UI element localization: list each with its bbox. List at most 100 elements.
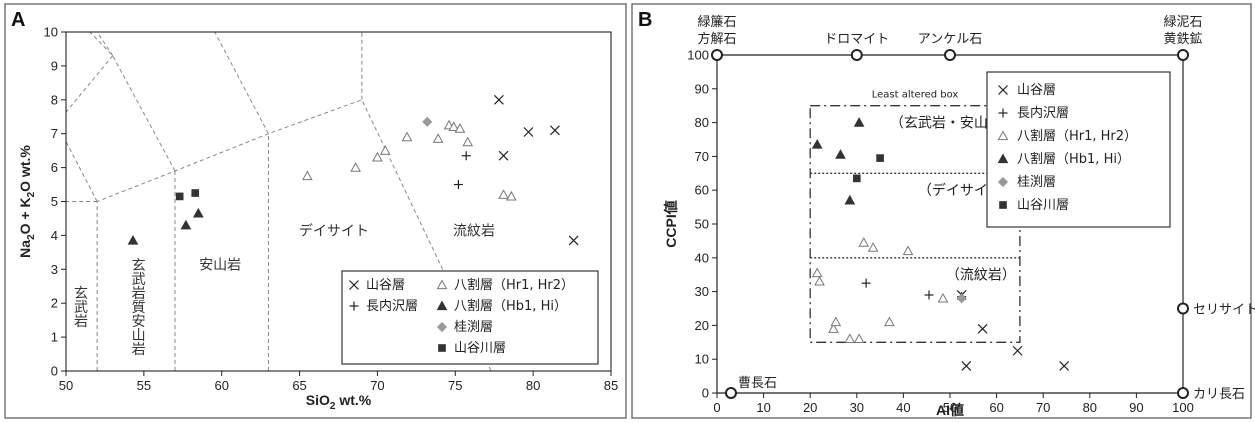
legend-marker [349,280,359,290]
data-point [961,361,972,371]
legend-entry: 山谷川層 [1017,198,1069,213]
marker-shape [422,116,433,127]
data-point [902,245,914,256]
y-tick-label: 7 [51,126,58,141]
marker-shape [844,333,856,344]
data-point [523,127,534,137]
data-point [830,316,842,327]
x-tick-label: 70 [1036,400,1050,415]
marker-shape [858,237,870,247]
y-axis-title-part: 2 [26,234,37,240]
legend-entry: 八割層（Hr1, Hr2） [1017,128,1137,144]
y-tick-label: 70 [695,149,709,164]
marker-shape [175,192,184,201]
x-tick-label: 65 [292,378,306,393]
data-point [568,235,579,246]
data-point [811,139,823,149]
data-point [448,121,460,132]
marker-shape [937,292,949,303]
end-member-label: 方解石 [697,31,736,47]
rock-field-label: デイサイト [299,222,369,239]
marker-shape [852,174,861,183]
marker-shape [997,130,1009,141]
y-tick-label: 3 [51,262,58,277]
data-point [493,94,504,105]
rock-field-label: 玄武岩質安山岩 [130,257,146,356]
marker-stroke [1012,345,1023,356]
alteration-box-plot: 0 10 20 30 40 50 60 70 80 90 100 0 10 20 30 40 50 60 70 80 9… [663,14,1255,418]
y-tick-label: 5 [51,194,58,209]
data-point [454,123,466,133]
marker-stroke [961,361,972,371]
marker-shape [302,170,313,181]
marker-shape [438,344,446,352]
data-point [858,237,870,247]
data-point [811,267,823,278]
x-axis-title-part: SiO [306,392,330,408]
marker-shape [193,207,204,218]
y-tick-label: 10 [44,25,58,40]
marker-shape [448,121,460,132]
data-points [811,117,1070,371]
x-tick-label: 55 [137,378,151,393]
x-tick-label: 40 [896,400,910,415]
marker-stroke [998,85,1008,95]
y-tick-label: 20 [695,318,709,333]
data-point [844,194,856,205]
x-tick-label: 20 [803,400,817,415]
field-boundary-line [89,32,176,172]
legend-entry: 山谷層 [366,278,405,293]
marker-stroke [523,127,534,137]
marker-shape [844,194,856,205]
legend-marker [998,108,1008,118]
y-axis-title: Na2O + K2O wt.% [17,145,37,258]
y-axis-title-part: O + K [17,197,33,234]
data-point [828,323,839,333]
field-boundaries [66,32,492,371]
x-tick-label: 50 [943,400,957,415]
data-point [924,290,934,300]
data-point [884,316,895,327]
x-tick-label: 30 [850,400,864,415]
marker-shape [498,189,509,199]
data-point [852,174,861,183]
marker-shape [811,139,823,149]
rock-field-label: 流紋岩 [453,223,495,239]
data-point [853,333,865,344]
x-tick-label: 80 [1083,400,1097,415]
data-point [867,242,879,252]
marker-shape [853,333,865,344]
marker-shape [902,245,914,256]
end-member-node [724,387,737,399]
marker-shape [828,323,839,333]
legend-box [341,270,599,365]
y-tick-label: 1 [51,330,58,345]
data-point [853,117,865,127]
y-axis-title-part: 2 [26,191,37,197]
y-tick-label: 60 [695,183,709,198]
field-boundary-line [66,140,98,202]
marker-shape [191,189,200,197]
end-member-label: 曹長石 [738,376,777,391]
data-point [193,207,204,218]
legend-entry: 山谷層 [1017,83,1056,98]
x-tick-label: 0 [713,400,720,415]
x-axis-title: SiO2 wt.% [306,392,372,412]
end-member-label: アンケル石 [918,32,982,47]
y-tick-label: 0 [702,386,709,401]
data-points [127,94,579,246]
data-point [175,192,184,201]
marker-shape [867,242,879,252]
y-tick-label: 40 [695,250,709,265]
data-point [937,292,949,303]
data-point [453,180,463,190]
panel-a-letter: A [11,9,25,31]
y-axis-title-part: O wt.% [17,145,33,192]
end-member-label: セリサイト [1193,303,1255,318]
x-tick-label: 80 [526,378,540,393]
data-point [432,133,444,143]
data-point [379,145,391,155]
x-tick-label: 50 [59,378,73,393]
